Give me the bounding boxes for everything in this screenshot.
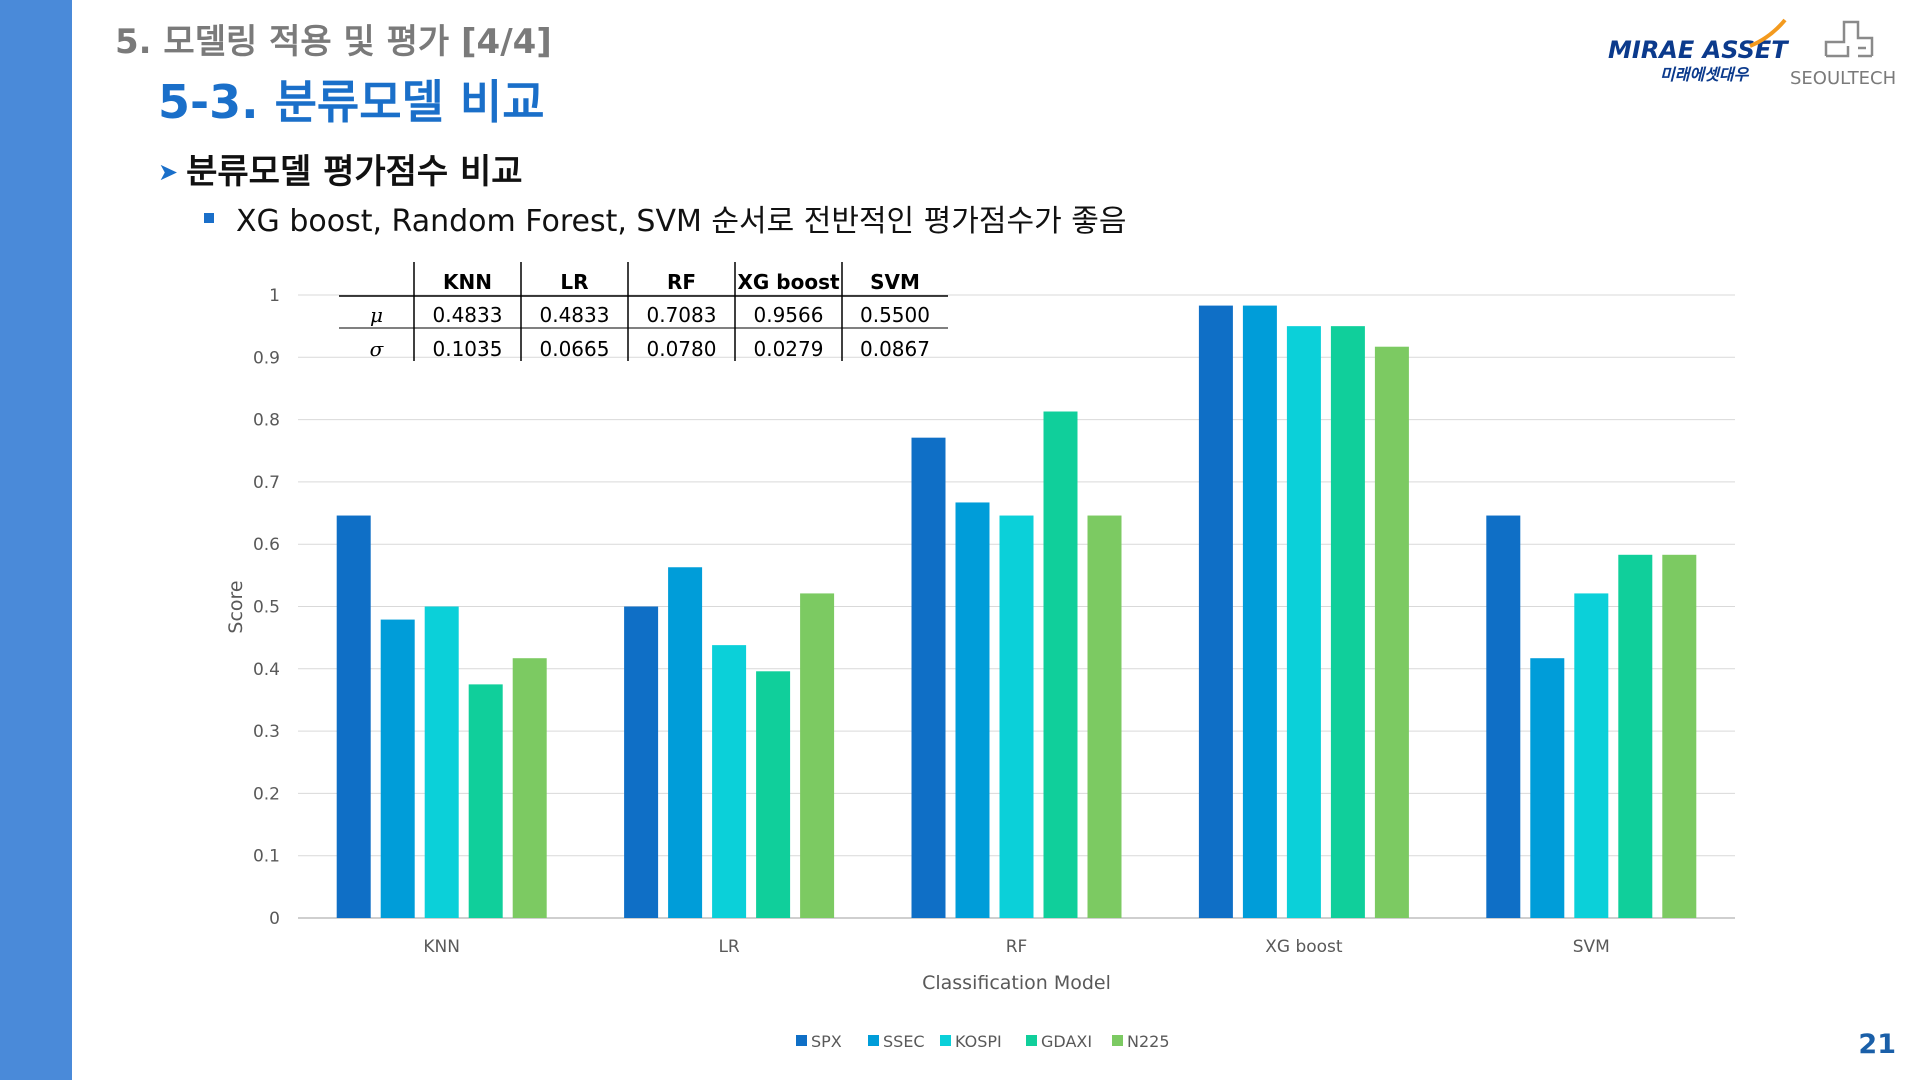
legend-label: SPX bbox=[811, 1032, 842, 1051]
table-row-symbol: σ bbox=[370, 337, 385, 361]
bar bbox=[1486, 515, 1521, 918]
y-tick-label: 1 bbox=[269, 286, 280, 306]
table-cell: 0.4833 bbox=[433, 303, 503, 327]
bar bbox=[380, 619, 415, 918]
table-cell: 0.0665 bbox=[540, 337, 610, 361]
table-header-cell: RF bbox=[667, 270, 696, 294]
bar bbox=[1242, 305, 1277, 918]
bar bbox=[1087, 515, 1122, 918]
seoultech-emblem-icon bbox=[1824, 20, 1874, 58]
bar bbox=[1574, 593, 1609, 918]
table-header-cell: SVM bbox=[870, 270, 920, 294]
seoultech-logo: SEOULTECH bbox=[1790, 20, 1896, 89]
y-axis-title: Score bbox=[225, 580, 247, 633]
bar bbox=[1530, 658, 1565, 918]
section-title: 5. 모델링 적용 및 평가 [4/4] bbox=[115, 22, 552, 62]
mirae-asset-logo: MIRAE ASSET 미래에셋대우 bbox=[1608, 18, 1789, 84]
y-tick-label: 0.9 bbox=[253, 348, 280, 368]
mirae-swoosh-icon bbox=[1749, 18, 1787, 48]
x-tick-label: XG boost bbox=[1265, 937, 1343, 957]
page-number: 21 bbox=[1858, 1029, 1896, 1060]
table-header-cell: KNN bbox=[443, 270, 492, 294]
square-bullet-icon bbox=[204, 213, 214, 223]
legend-label: N225 bbox=[1127, 1032, 1170, 1051]
table-cell: 0.4833 bbox=[540, 303, 610, 327]
bar bbox=[624, 606, 659, 918]
slide-title: 5-3. 분류모델 비교 bbox=[158, 75, 545, 129]
bar bbox=[911, 437, 946, 918]
left-accent-bar bbox=[0, 0, 72, 1080]
y-tick-label: 0.3 bbox=[253, 722, 280, 742]
bar bbox=[468, 684, 503, 918]
legend-label: GDAXI bbox=[1041, 1032, 1092, 1051]
x-tick-label: SVM bbox=[1573, 937, 1610, 957]
bar bbox=[1330, 326, 1365, 918]
legend-swatch bbox=[1026, 1035, 1037, 1046]
table-cell: 0.9566 bbox=[754, 303, 824, 327]
bar bbox=[336, 515, 371, 918]
bar bbox=[1374, 346, 1409, 919]
bullet-level-1-text: 분류모델 평가점수 비교 bbox=[186, 152, 523, 192]
x-tick-label: KNN bbox=[423, 937, 460, 957]
arrow-bullet-icon: ➤ bbox=[158, 158, 179, 186]
bar bbox=[800, 593, 835, 918]
legend-swatch bbox=[1112, 1035, 1123, 1046]
x-tick-label: RF bbox=[1006, 937, 1028, 957]
bar bbox=[1198, 305, 1233, 918]
seoultech-logo-text: SEOULTECH bbox=[1790, 68, 1896, 89]
x-axis-title: Classification Model bbox=[922, 972, 1111, 994]
y-tick-label: 0.7 bbox=[253, 473, 280, 493]
y-tick-label: 0 bbox=[269, 909, 280, 929]
table-cell: 0.1035 bbox=[433, 337, 503, 361]
y-tick-label: 0.1 bbox=[253, 847, 280, 867]
table-row-symbol: μ bbox=[370, 303, 383, 327]
bar bbox=[999, 515, 1034, 918]
table-cell: 0.0279 bbox=[754, 337, 824, 361]
legend-label: SSEC bbox=[883, 1032, 925, 1051]
table-header-cell: XG boost bbox=[737, 270, 840, 294]
table-cell: 0.7083 bbox=[647, 303, 717, 327]
table-cell: 0.0780 bbox=[647, 337, 717, 361]
bar bbox=[1043, 411, 1078, 918]
bar bbox=[512, 658, 547, 918]
bullet-level-2: XG boost, Random Forest, SVM 순서로 전반적인 평가… bbox=[204, 196, 1126, 240]
table-cell: 0.0867 bbox=[860, 337, 930, 361]
bullet-level-1: ➤ 분류모델 평가점수 비교 bbox=[158, 144, 523, 193]
bar bbox=[1618, 554, 1653, 918]
y-tick-label: 0.6 bbox=[253, 535, 280, 555]
legend-label: KOSPI bbox=[955, 1032, 1002, 1051]
legend-swatch bbox=[796, 1035, 807, 1046]
y-tick-label: 0.8 bbox=[253, 411, 280, 431]
y-tick-label: 0.2 bbox=[253, 784, 280, 804]
legend-swatch bbox=[940, 1035, 951, 1046]
bar bbox=[756, 671, 791, 918]
bar bbox=[668, 567, 703, 918]
x-tick-label: LR bbox=[718, 937, 739, 957]
bar bbox=[424, 606, 459, 918]
bar bbox=[1286, 326, 1321, 918]
bar bbox=[712, 645, 747, 918]
table-header-cell: LR bbox=[560, 270, 588, 294]
bullet-level-2-text: XG boost, Random Forest, SVM 순서로 전반적인 평가… bbox=[236, 204, 1127, 239]
y-tick-label: 0.4 bbox=[253, 660, 280, 680]
bar bbox=[1662, 554, 1697, 918]
legend-swatch bbox=[868, 1035, 879, 1046]
table-cell: 0.5500 bbox=[860, 303, 930, 327]
mirae-logo-subtext: 미래에셋대우 bbox=[1660, 65, 1750, 84]
bar bbox=[955, 502, 990, 918]
y-tick-label: 0.5 bbox=[253, 598, 280, 618]
